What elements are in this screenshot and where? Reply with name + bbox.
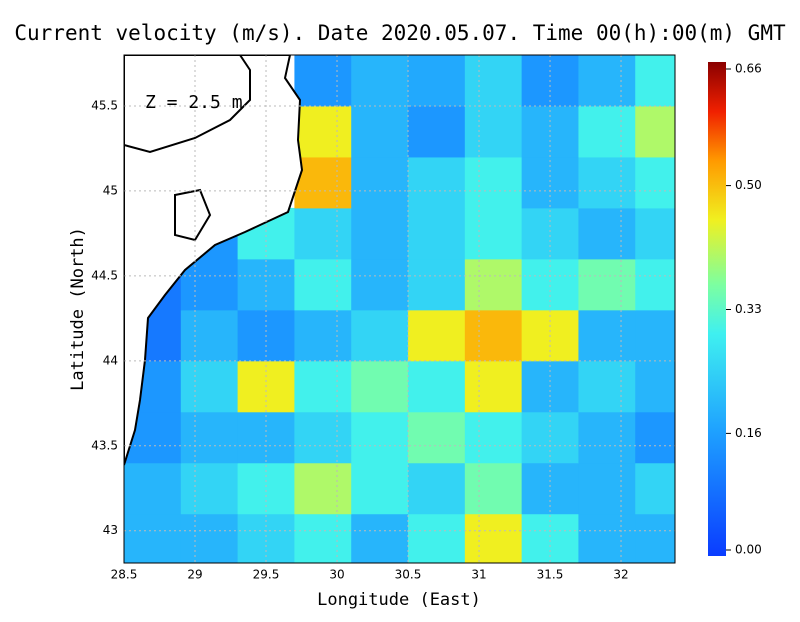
heat-cell <box>294 462 352 515</box>
heat-cell <box>635 55 675 107</box>
heat-cell <box>578 105 636 158</box>
heat-cell <box>124 513 182 563</box>
heat-cell <box>464 309 523 362</box>
heat-cell <box>351 513 409 563</box>
heat-cell <box>351 258 409 311</box>
heat-cell <box>351 156 409 209</box>
heat-cell <box>180 462 239 515</box>
heat-cell <box>464 258 523 311</box>
heat-cell <box>464 156 523 209</box>
x-tick-label: 29.5 <box>253 568 280 582</box>
heat-cell <box>294 411 352 464</box>
colorbar-tick-label: 0.33 <box>735 302 762 316</box>
y-tick-label: 43.5 <box>91 438 118 452</box>
heat-cell <box>294 513 352 563</box>
heat-cell <box>351 462 409 515</box>
x-tick-label: 29 <box>187 568 202 582</box>
heat-cell <box>464 55 523 107</box>
heat-cell <box>294 309 352 362</box>
colorbar-tick-label: 0.00 <box>735 543 762 557</box>
heat-cell <box>180 360 239 413</box>
chart-title: Current velocity (m/s). Date 2020.05.07.… <box>14 21 786 45</box>
land <box>124 55 304 466</box>
heat-cell <box>578 411 636 464</box>
heat-cell <box>578 55 636 107</box>
heat-cell <box>464 207 523 260</box>
x-tick-label: 32 <box>613 568 628 582</box>
heat-cell <box>464 462 523 515</box>
y-tick-label: 45.5 <box>91 98 118 112</box>
colorbar <box>708 62 726 556</box>
y-tick-label: 45 <box>103 183 118 197</box>
colorbar-tick-label: 0.50 <box>735 178 762 192</box>
heat-cell <box>294 156 352 209</box>
heat-cell <box>294 105 352 158</box>
heat-cell <box>578 258 636 311</box>
y-tick-label: 43 <box>103 523 118 537</box>
heat-cell <box>635 207 675 260</box>
heat-cell <box>408 207 466 260</box>
heat-cell <box>294 55 352 107</box>
heat-cell <box>408 462 466 515</box>
y-tick-label: 44.5 <box>91 268 118 282</box>
heat-cell <box>578 513 636 563</box>
colorbar-tick-label: 0.16 <box>735 426 762 440</box>
heat-cell <box>635 360 675 413</box>
x-tick-label: 30.5 <box>395 568 422 582</box>
heat-cell <box>408 309 466 362</box>
heat-cell <box>578 207 636 260</box>
heat-cell <box>635 411 675 464</box>
heat-cell <box>635 258 675 311</box>
heat-cell <box>294 207 352 260</box>
heat-cell <box>351 309 409 362</box>
x-tick-label: 30 <box>329 568 344 582</box>
heat-cell <box>408 360 466 413</box>
plot-frame <box>123 54 676 564</box>
heat-cell <box>578 462 636 515</box>
heat-cell <box>408 258 466 311</box>
heat-cell <box>635 105 675 158</box>
heat-cell <box>294 258 352 311</box>
heat-cell <box>351 105 409 158</box>
heat-cell <box>635 309 675 362</box>
y-tick-label: 44 <box>103 353 118 367</box>
heat-cell <box>351 207 409 260</box>
heat-cell <box>635 513 675 563</box>
heat-cell <box>635 462 675 515</box>
heat-cell <box>464 411 523 464</box>
heat-cell <box>180 258 239 311</box>
grid <box>123 55 675 563</box>
heat-cell <box>408 105 466 158</box>
heat-cell <box>464 360 523 413</box>
x-tick-label: 31.5 <box>537 568 564 582</box>
x-tick-label: 28.5 <box>111 568 138 582</box>
heat-cell <box>578 360 636 413</box>
heat-cell <box>408 156 466 209</box>
heat-cell <box>635 156 675 209</box>
heat-cell <box>408 55 466 107</box>
heat-cell <box>180 411 239 464</box>
heat-cell <box>351 360 409 413</box>
heat-cell <box>180 309 239 362</box>
x-axis-label: Longitude (East) <box>317 590 481 610</box>
heat-cell <box>464 513 523 563</box>
heat-cell <box>180 513 239 563</box>
colorbar-tick-label: 0.66 <box>735 62 762 76</box>
annotation: Z = 2.5 m <box>145 92 243 113</box>
heat-cell <box>408 411 466 464</box>
heat-cell <box>351 55 409 107</box>
heat-cell <box>408 513 466 563</box>
x-tick-label: 31 <box>471 568 486 582</box>
heatmap <box>124 55 675 563</box>
heat-cell <box>294 360 352 413</box>
heat-cell <box>464 105 523 158</box>
heat-cell <box>351 411 409 464</box>
heat-cell <box>578 309 636 362</box>
coastline <box>124 55 251 154</box>
heat-cell <box>578 156 636 209</box>
heat-cell <box>124 462 182 515</box>
y-axis-label: Latitude (North) <box>68 227 88 391</box>
